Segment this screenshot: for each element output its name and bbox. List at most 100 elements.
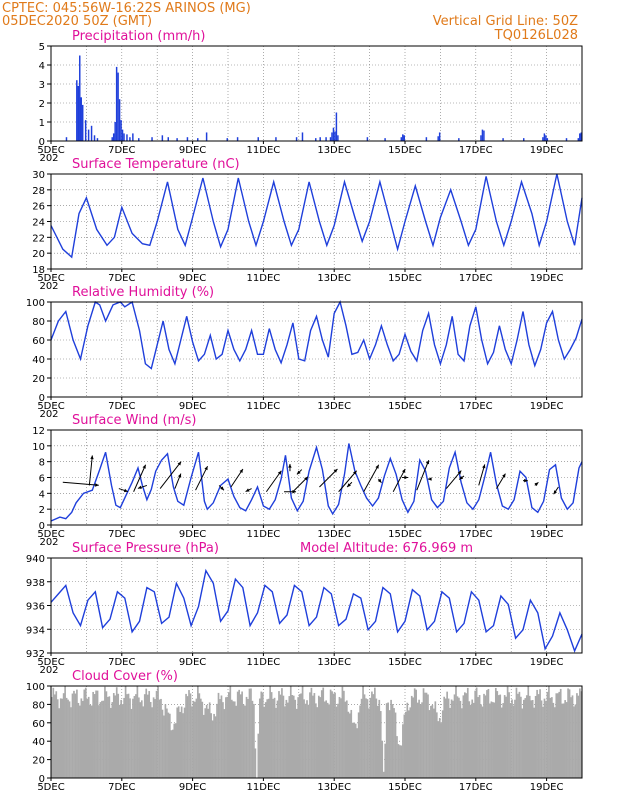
cloud-bar: [213, 713, 215, 778]
cloud-bar: [149, 701, 152, 778]
run-header: 05DEC2020 50Z (GMT): [2, 14, 152, 29]
cloud-bar: [58, 708, 61, 778]
wind-arrowhead: [296, 470, 301, 475]
cloud-bar: [167, 712, 170, 778]
precip-bar: [118, 99, 121, 141]
rh-xtick-label: 15DEC: [388, 401, 422, 412]
cloud-bar: [77, 702, 80, 778]
cloud-bar: [174, 723, 177, 778]
cloud-bar: [71, 693, 74, 778]
cloud-bar: [126, 694, 128, 778]
cloud-frame: [50, 685, 583, 779]
cloud-bar: [199, 698, 202, 778]
cloud-bar: [191, 706, 193, 778]
cloud-bar: [431, 704, 434, 778]
cloud-bar: [452, 700, 454, 778]
wind-arrowhead: [482, 464, 486, 469]
wind-xtick-label: 17DEC: [459, 529, 493, 540]
precip-bar: [138, 138, 140, 141]
wind-arrowhead: [427, 477, 432, 481]
cloud-bar: [559, 688, 562, 778]
cloud-bar: [118, 704, 121, 778]
cloud-bar: [409, 707, 412, 778]
cloud-bar: [533, 707, 535, 778]
cloud-bar: [350, 709, 353, 778]
cloud-bar: [201, 701, 204, 778]
cloud-bar: [284, 706, 286, 778]
wind-ytick-label: 12: [32, 426, 45, 437]
cloud-bar: [171, 729, 174, 778]
cloud-bar: [136, 686, 139, 778]
cloud-bar: [397, 744, 400, 778]
wind-arrowhead: [425, 460, 430, 465]
precip-bar: [112, 133, 115, 141]
cloud-bar: [182, 713, 184, 778]
cloud-bar: [123, 697, 125, 778]
wind-ytick-label: 10: [32, 442, 45, 453]
cloud-bar: [536, 689, 538, 778]
cloud-bar: [425, 692, 428, 778]
precip-bar: [437, 136, 439, 141]
cloud-bar: [325, 700, 328, 778]
wind-ytick-label: 2: [39, 505, 45, 516]
precip-bar: [186, 137, 189, 141]
cloud-bar: [236, 691, 239, 778]
cloud-bar: [110, 707, 112, 778]
pressure-xtick-label: 15DEC: [388, 657, 422, 668]
cloud-bar: [568, 689, 571, 778]
cloud-bar: [539, 689, 541, 778]
precip-ytick-label: 3: [39, 80, 45, 91]
precip-bar: [126, 134, 128, 141]
cloud-bar: [396, 736, 398, 778]
wind-arrow: [319, 468, 338, 488]
precip-bar: [481, 129, 484, 141]
precip-bar: [111, 137, 113, 141]
cloud-bar: [93, 694, 96, 778]
station-header: CPTEC: 045:56W-16:22S ARINOS (MG): [2, 1, 251, 16]
rh-xtick-label: 19DEC: [530, 401, 564, 412]
cloud-bar: [242, 704, 245, 778]
rh-ytick-label: 20: [32, 374, 45, 385]
precip-ytick-label: 4: [39, 61, 45, 72]
pressure-year-label: 202: [39, 665, 58, 676]
cloud-bar: [419, 704, 422, 778]
cloud-bar: [248, 688, 251, 778]
cloud-bar: [422, 688, 425, 778]
precip-bar: [335, 112, 338, 141]
cloud-bar: [315, 703, 317, 778]
cloud-bar: [388, 710, 391, 778]
cloud-bar: [487, 688, 490, 778]
cloud-bar: [347, 711, 350, 778]
cloud-bar: [287, 702, 289, 778]
cloud-bar: [427, 694, 429, 778]
cloud-bar: [101, 700, 103, 778]
cloud-bar: [244, 705, 246, 778]
cloud-bar: [112, 693, 115, 778]
precip-xtick-label: 9DEC: [179, 145, 206, 156]
precip-bar: [315, 138, 317, 141]
cloud-bar: [484, 695, 487, 778]
wind-arrowhead: [220, 486, 224, 491]
cloud-bar: [267, 698, 270, 778]
cloud-bar: [500, 707, 503, 778]
wind-arrow: [195, 465, 208, 491]
wind-arrowhead: [245, 488, 250, 492]
cloud-xtick-label: 9DEC: [179, 782, 206, 793]
cloud-bar: [99, 702, 102, 778]
precip-bar: [176, 138, 178, 141]
pressure-xtick-label: 9DEC: [179, 657, 206, 668]
cloud-bar: [435, 712, 438, 778]
cloud-ytick-label: 0: [39, 774, 45, 785]
cloud-bar: [449, 707, 451, 778]
cloud-bar: [297, 697, 299, 778]
model-id: TQ0126L028: [494, 28, 578, 43]
cloud-xtick-label: 11DEC: [247, 782, 281, 793]
cloud-bar: [570, 697, 572, 778]
wind-year-label: 202: [39, 537, 58, 548]
cloud-bar: [89, 704, 92, 778]
cloud-bar: [216, 703, 218, 778]
cloud-bar: [245, 696, 248, 778]
cloud-bar: [537, 694, 540, 778]
cloud-bar: [86, 698, 89, 778]
